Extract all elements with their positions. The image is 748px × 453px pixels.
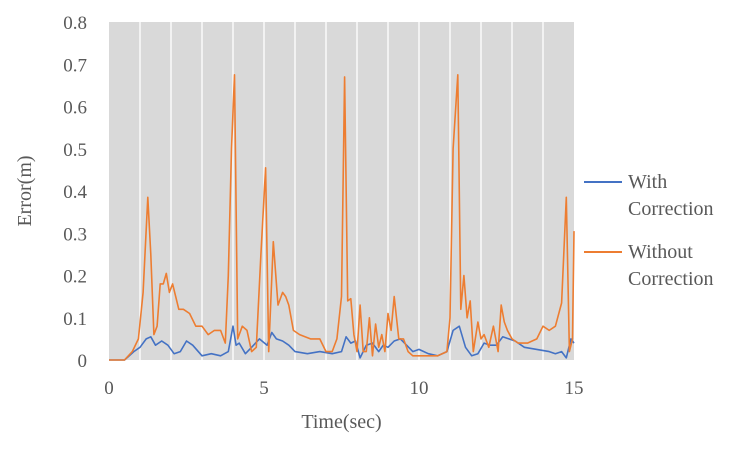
y-tick-label: 0.5 — [63, 140, 87, 161]
series-line-without-correction — [109, 74, 575, 361]
y-tick-label: 0.6 — [63, 98, 87, 119]
y-tick-label: 0.7 — [63, 55, 87, 76]
x-tick-label: 15 — [565, 378, 584, 399]
series-line-with-correction — [109, 325, 575, 361]
legend-label: With Correction — [628, 171, 714, 220]
y-axis-title: Error(m) — [14, 155, 36, 226]
x-tick-label: 0 — [104, 378, 114, 399]
x-axis-title: Time(sec) — [301, 411, 381, 433]
series-layer — [109, 74, 575, 361]
y-tick-label: 0.8 — [63, 13, 87, 34]
y-tick-label: 0.3 — [63, 224, 87, 245]
y-axis-ticks: 0 0.1 0.2 0.3 0.4 0.5 0.6 0.7 0.8 — [63, 13, 87, 372]
legend-label: Without Correction — [628, 241, 714, 290]
y-tick-label: 0 — [78, 351, 88, 372]
y-tick-label: 0.1 — [63, 309, 87, 330]
y-tick-label: 0.2 — [63, 267, 87, 288]
x-tick-label: 5 — [259, 378, 269, 399]
y-tick-label: 0.4 — [63, 182, 87, 203]
legend: With Correction Without Correction — [584, 171, 714, 290]
x-axis-ticks: 0 5 10 15 — [104, 378, 583, 399]
x-tick-label: 10 — [410, 378, 429, 399]
